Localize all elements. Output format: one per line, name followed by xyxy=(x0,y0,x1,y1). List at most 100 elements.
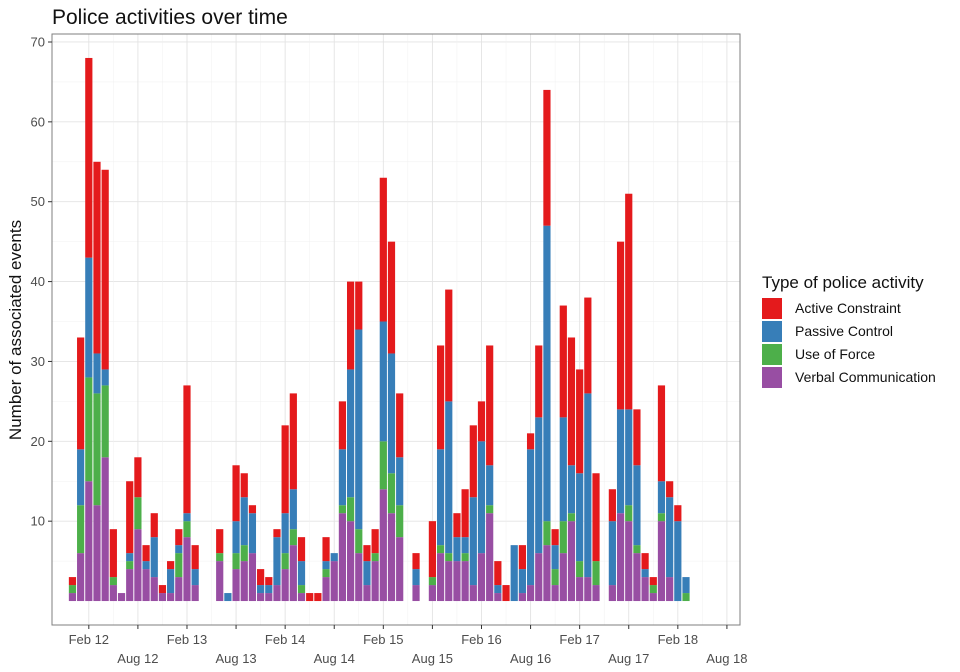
bar-sep-16 xyxy=(535,345,543,602)
bar-segment-ac xyxy=(257,569,265,586)
bar-segment-vc xyxy=(142,569,150,602)
bar-segment-ac xyxy=(379,177,387,322)
bar-feb-12 xyxy=(85,57,93,602)
bar-segment-pc xyxy=(191,569,199,586)
bar-jun-17 xyxy=(608,489,616,602)
bar-segment-ac xyxy=(232,465,240,522)
bar-segment-uf xyxy=(338,505,347,514)
bar-segment-uf xyxy=(551,569,559,586)
bar-segment-pc xyxy=(396,457,404,506)
bar-segment-ac xyxy=(592,473,600,562)
bar-segment-vc xyxy=(101,457,109,602)
bar-segment-uf xyxy=(216,553,224,562)
bar-jan-18 xyxy=(666,481,674,602)
bar-segment-pc xyxy=(486,465,494,506)
bar-segment-uf xyxy=(486,505,494,514)
bar-segment-uf xyxy=(183,521,191,538)
bar-segment-ac xyxy=(616,241,625,410)
bar-segment-pc xyxy=(526,449,535,586)
bar-jan-15 xyxy=(371,529,379,602)
bar-segment-uf xyxy=(346,497,355,522)
bar-segment-vc xyxy=(543,545,551,602)
bars-group xyxy=(68,57,690,602)
bar-jul-13 xyxy=(224,593,232,602)
bar-segment-ac xyxy=(314,593,322,602)
x-tick-label: Feb 16 xyxy=(461,632,501,647)
bar-segment-uf xyxy=(322,569,330,578)
bar-jan-17 xyxy=(567,337,576,602)
bar-segment-vc xyxy=(150,577,158,602)
bar-apr-12 xyxy=(101,169,109,602)
bar-segment-ac xyxy=(101,169,109,370)
bar-segment-ac xyxy=(649,577,657,586)
bar-segment-ac xyxy=(175,529,183,546)
bar-nov-12 xyxy=(158,585,167,602)
bar-segment-pc xyxy=(625,409,633,506)
bar-segment-pc xyxy=(101,369,109,386)
bar-segment-vc xyxy=(77,553,85,602)
x-tick-label: Feb 15 xyxy=(363,632,403,647)
bar-segment-vc xyxy=(322,577,330,602)
bar-segment-uf xyxy=(396,505,404,538)
bar-mar-17 xyxy=(584,297,592,602)
bar-segment-ac xyxy=(502,585,510,602)
bar-segment-uf xyxy=(371,553,379,562)
bar-segment-uf xyxy=(109,577,117,586)
bar-segment-vc xyxy=(477,553,486,602)
bar-feb-14 xyxy=(281,425,289,602)
bar-segment-ac xyxy=(641,553,649,570)
bar-aug-14 xyxy=(330,553,338,602)
y-tick-label: 70 xyxy=(31,34,45,49)
x-tick-label: Aug 12 xyxy=(117,651,158,666)
bar-segment-vc xyxy=(265,593,273,602)
bar-segment-vc xyxy=(551,585,559,602)
legend-label: Use of Force xyxy=(795,346,875,362)
bar-segment-vc xyxy=(567,521,576,602)
y-tick-label: 30 xyxy=(31,354,45,369)
bar-segment-uf xyxy=(68,585,77,594)
bar-segment-uf xyxy=(461,553,469,562)
bar-segment-vc xyxy=(633,553,641,602)
bar-segment-ac xyxy=(371,529,379,554)
bar-segment-vc xyxy=(248,553,257,602)
bar-segment-uf xyxy=(175,553,183,578)
bar-segment-ac xyxy=(477,401,486,442)
bar-jun-16 xyxy=(510,545,518,602)
bar-mar-18 xyxy=(682,577,690,602)
legend-key-active-constraint xyxy=(762,298,782,319)
bar-segment-ac xyxy=(494,561,502,586)
bar-jan-14 xyxy=(273,529,281,602)
bar-segment-pc xyxy=(641,569,649,578)
bar-segment-pc xyxy=(289,489,297,530)
bar-feb-16 xyxy=(477,401,486,602)
bar-dec-14 xyxy=(363,545,371,602)
bar-segment-pc xyxy=(273,537,281,586)
bar-apr-17 xyxy=(592,473,600,602)
bar-apr-16 xyxy=(494,561,502,602)
bar-segment-vc xyxy=(109,585,117,602)
bar-segment-pc xyxy=(535,417,543,554)
legend-title: Type of police activity xyxy=(762,273,924,292)
bar-segment-pc xyxy=(616,409,625,514)
bar-segment-vc xyxy=(85,481,93,602)
bar-segment-ac xyxy=(93,161,101,354)
bar-segment-vc xyxy=(68,593,77,602)
bar-dec-12 xyxy=(167,561,175,602)
x-tick-label: Feb 17 xyxy=(559,632,599,647)
bar-segment-vc xyxy=(175,577,183,602)
bar-segment-vc xyxy=(616,513,625,602)
bar-segment-vc xyxy=(379,489,387,602)
y-tick-label: 10 xyxy=(31,514,45,529)
bar-segment-vc xyxy=(396,537,404,602)
bar-segment-uf xyxy=(445,553,453,562)
bar-segment-ac xyxy=(576,369,584,474)
bar-segment-pc xyxy=(412,569,420,586)
bar-segment-vc xyxy=(273,585,281,602)
bar-mar-16 xyxy=(486,345,494,602)
bar-segment-ac xyxy=(567,337,576,466)
bar-segment-uf xyxy=(101,385,109,458)
bar-segment-vc xyxy=(281,569,289,602)
bar-segment-pc xyxy=(682,577,690,594)
bar-dec-15 xyxy=(461,489,469,602)
bar-segment-uf xyxy=(633,545,641,554)
